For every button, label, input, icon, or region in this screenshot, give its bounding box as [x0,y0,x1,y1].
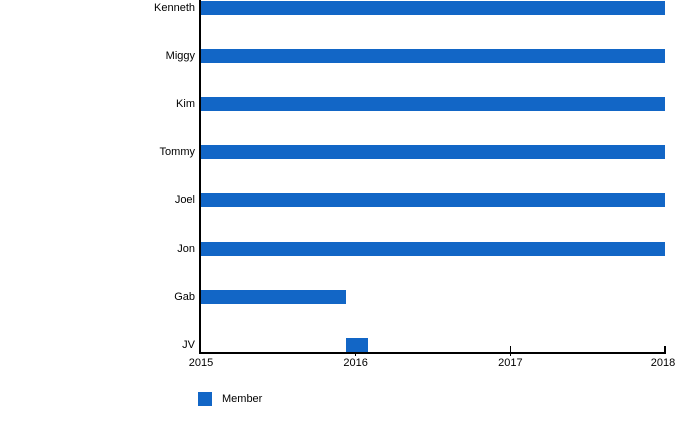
bar-jv [346,337,369,352]
x-axis-label-2017: 2017 [498,357,523,369]
y-axis-label-joel: Joel [174,194,195,207]
legend: Member [198,392,262,406]
bar-kim [201,96,665,111]
y-axis-label-jv: JV [182,338,195,351]
y-axis-label-kenneth: Kenneth [154,1,195,14]
legend-swatch-member-icon [198,392,212,406]
y-axis-label-kim: Kim [176,97,195,110]
bar-kenneth [201,0,665,15]
y-axis-label-tommy: Tommy [159,146,195,159]
y-axis-label-miggy: Miggy [165,49,195,62]
legend-label-member: Member [222,393,263,405]
x-axis-label-2016: 2016 [343,357,368,369]
x-axis-line [199,352,666,354]
x-axis-tick-2018 [664,346,666,353]
bar-miggy [201,48,665,63]
y-axis-label-jon: Jon [177,242,195,255]
bar-gab [201,289,347,304]
y-axis-label-gab: Gab [174,290,195,303]
y-axis-line [199,0,201,354]
bar-jon [201,241,665,256]
x-axis-label-2018: 2018 [650,357,676,369]
bar-tommy [201,145,665,160]
x-axis-label-2015: 2015 [188,357,214,369]
x-axis-tick-2017 [509,346,511,356]
bar-joel [201,193,665,208]
